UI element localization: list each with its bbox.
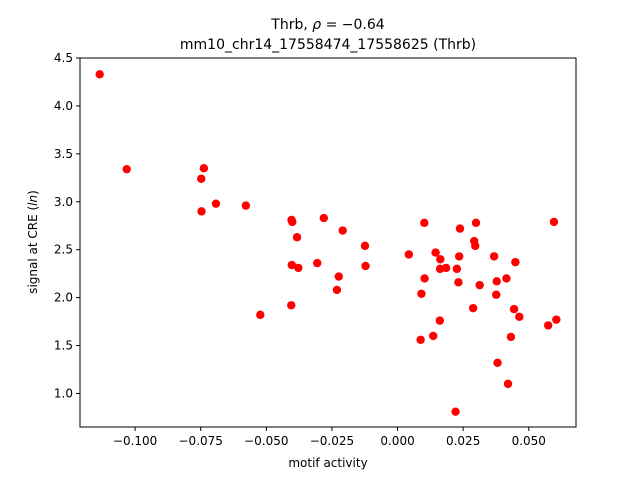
data-point (197, 207, 206, 216)
x-tick-label: 0.025 (446, 434, 480, 448)
x-tick-label: −0.025 (310, 434, 354, 448)
data-point (454, 278, 463, 287)
data-point (509, 304, 519, 314)
data-point (287, 260, 296, 270)
data-point (287, 301, 296, 310)
data-point (502, 274, 511, 283)
data-point (431, 248, 440, 257)
data-point (489, 252, 499, 261)
data-point (468, 303, 478, 313)
data-point (549, 217, 559, 227)
data-point (471, 241, 480, 251)
data-point (429, 331, 438, 341)
x-tick-label: 0.050 (512, 434, 546, 448)
data-point (493, 358, 502, 367)
data-point (420, 274, 429, 283)
data-point (361, 261, 370, 271)
data-point (503, 379, 513, 389)
data-point (543, 321, 553, 330)
data-point (288, 217, 297, 227)
y-tick-label: 2.5 (54, 243, 73, 257)
data-point (404, 250, 414, 259)
data-point (332, 285, 342, 295)
data-point (471, 218, 481, 228)
plot-area-frame (79, 57, 577, 428)
data-point (492, 290, 501, 299)
data-point (475, 280, 484, 290)
data-point (360, 241, 370, 251)
data-point (313, 258, 322, 268)
y-axis-label-italic: ln (26, 195, 40, 206)
data-point (506, 332, 516, 342)
y-tick-label: 3.0 (54, 195, 73, 209)
data-point (455, 252, 464, 261)
data-point (241, 201, 251, 210)
data-point (492, 277, 501, 286)
chart-title-line2: mm10_chr14_17558474_17558625 (Thrb) (180, 37, 476, 53)
data-point (338, 226, 347, 235)
data-point (292, 233, 302, 242)
x-tick-label: −0.075 (179, 434, 223, 448)
data-point (122, 164, 131, 174)
data-point (451, 407, 460, 416)
y-tick-label: 1.5 (54, 339, 73, 353)
y-tick-label: 4.5 (54, 51, 73, 65)
y-tick-label: 1.0 (54, 386, 73, 400)
data-point (319, 213, 329, 223)
data-point (417, 289, 426, 298)
y-axis-label: signal at CRE (ln) (26, 190, 40, 294)
y-tick-label: 2.0 (54, 291, 73, 305)
data-point (256, 310, 265, 320)
data-point (435, 316, 444, 325)
x-tick-label: 0.000 (380, 434, 414, 448)
data-point (199, 164, 209, 173)
title-prefix: Thrb, (270, 17, 312, 33)
data-point (211, 199, 221, 208)
data-point (455, 224, 465, 233)
y-axis-label-suffix: ) (26, 190, 40, 195)
chart-title-line1: Thrb, ρ = −0.64 (270, 17, 384, 33)
data-point (552, 315, 561, 324)
data-point (452, 264, 462, 274)
data-point (420, 218, 429, 228)
title-rho: ρ (312, 17, 321, 33)
y-axis-label-prefix: signal at CRE ( (26, 206, 40, 294)
title-suffix: = −0.64 (321, 17, 385, 33)
data-point (436, 255, 445, 264)
data-point (294, 263, 303, 273)
x-axis-label: motif activity (288, 456, 367, 470)
x-axis: −0.100 −0.075 −0.050 −0.025 0.000 0.025 0.050 (113, 427, 546, 448)
data-points (95, 70, 561, 416)
data-point (197, 174, 206, 183)
x-tick-label: −0.100 (113, 434, 157, 448)
data-point (334, 272, 343, 281)
y-tick-label: 4.0 (54, 99, 73, 113)
y-axis: 1.0 1.5 2.0 2.5 3.0 3.5 4.0 4.5 (54, 51, 80, 400)
y-tick-label: 3.5 (54, 147, 73, 161)
data-point (515, 312, 524, 321)
x-tick-label: −0.050 (244, 434, 288, 448)
data-point (95, 70, 104, 79)
data-point (511, 257, 520, 267)
data-point (441, 263, 451, 273)
data-point (416, 335, 425, 344)
